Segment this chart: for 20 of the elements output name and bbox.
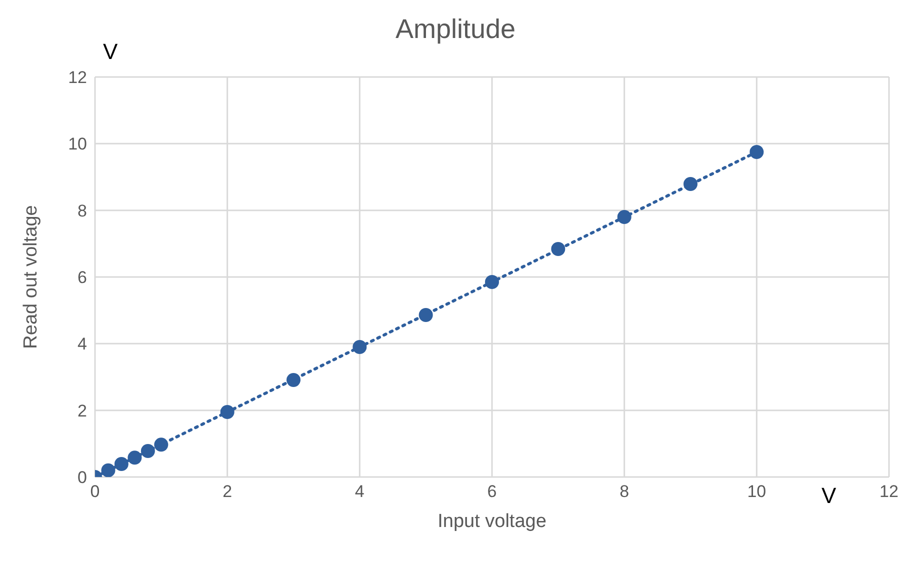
x-tick-label: 12 [880, 482, 898, 502]
y-tick-label: 6 [78, 268, 87, 288]
text: V [822, 483, 836, 509]
x-tick-label: 6 [487, 482, 497, 502]
text: V [103, 39, 118, 65]
y-tick-label: 10 [68, 134, 87, 154]
x-tick-label: 4 [354, 482, 364, 502]
y-tick-label: 2 [78, 401, 87, 420]
x-tick-label: 2 [222, 482, 232, 502]
y-axis-title: Read out voltage [20, 205, 42, 349]
x-axis-title: Input voltage [438, 511, 546, 532]
x-tick-label: 10 [747, 482, 766, 502]
chart-title: Amplitude [395, 14, 516, 44]
y-tick-label: 0 [78, 468, 87, 488]
x-tick-label: 0 [90, 482, 100, 502]
y-tick-label: 12 [68, 68, 87, 88]
x-tick-label: 8 [620, 482, 630, 502]
y-tick-label: 8 [78, 201, 87, 220]
y-tick-label: 4 [78, 334, 87, 354]
point [750, 145, 764, 159]
